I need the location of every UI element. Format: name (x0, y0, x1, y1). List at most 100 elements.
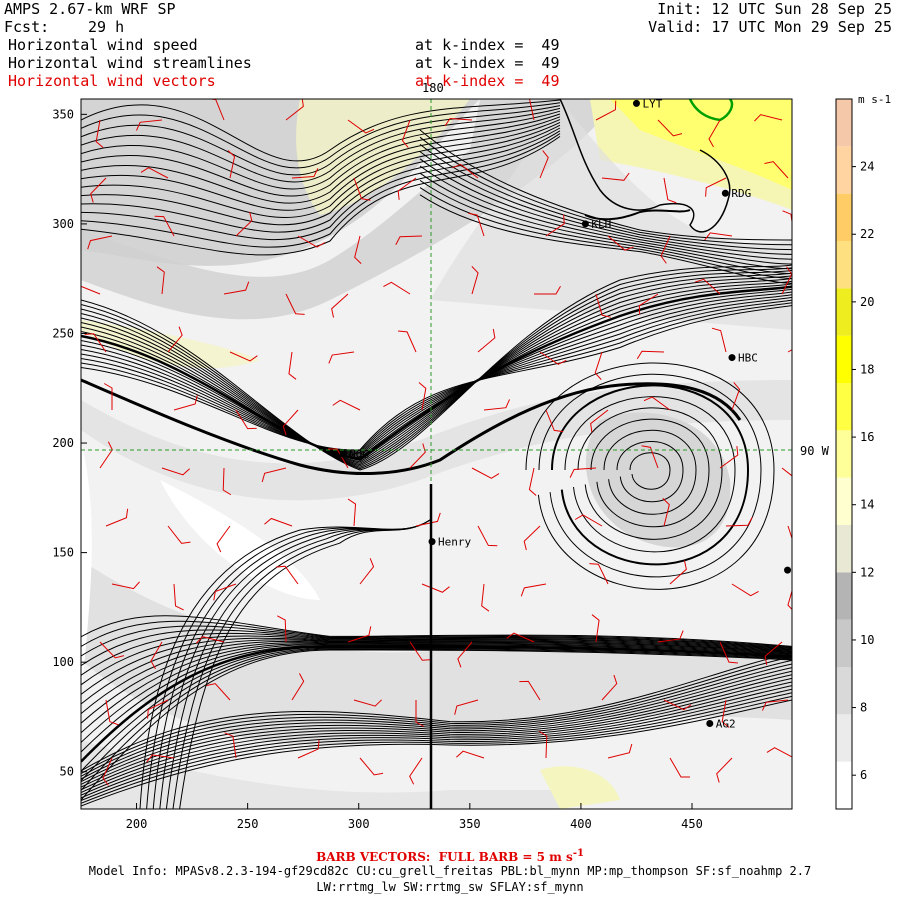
x-tick-label: 200 (126, 817, 148, 831)
streamline (81, 116, 561, 204)
colorbar-tick-label: 10 (860, 633, 874, 647)
wind-barb (569, 467, 597, 478)
colorbar-segment (836, 146, 852, 194)
wind-barb (643, 396, 671, 411)
wind-barb (409, 641, 432, 661)
colorbar-segment (836, 241, 852, 289)
streamline (419, 158, 792, 260)
streamline (564, 396, 736, 553)
colorbar-segment (836, 193, 852, 241)
y-tick-label: 50 (60, 765, 74, 779)
wind-barb (354, 235, 362, 264)
wind-barb (721, 699, 730, 728)
wind-barb (601, 172, 630, 181)
wind-barb (332, 399, 361, 411)
colorbar-tick-label: 12 (860, 565, 874, 579)
colorbar-tick-label: 14 (860, 498, 874, 512)
wind-barb (607, 743, 633, 759)
streamline (577, 407, 723, 540)
wind-barb (353, 699, 382, 707)
streamline (81, 124, 561, 226)
wind-barb (103, 383, 113, 410)
colorbar-segment (836, 761, 852, 809)
wind-barb (704, 232, 733, 241)
wind-barb (223, 281, 250, 295)
colorbar-tick-label: 8 (860, 701, 867, 715)
streamline (525, 362, 775, 590)
wind-barb (291, 168, 319, 179)
wind-barb (161, 467, 190, 476)
wind-barb (409, 443, 426, 469)
streamline (81, 107, 561, 183)
station-label: NOG (349, 448, 369, 461)
streamline (419, 136, 792, 246)
colorbar-segment (836, 572, 852, 620)
wind-barb (285, 293, 305, 315)
wind-barb (216, 525, 231, 553)
colorbar-segment (836, 714, 852, 762)
wind-barb (794, 404, 821, 411)
wind-barb (457, 641, 473, 668)
streamline (81, 635, 792, 686)
colorbar-tick-label: 16 (860, 430, 874, 444)
wind-barb (708, 119, 721, 148)
wind-barb (146, 754, 175, 763)
streamline (419, 129, 792, 241)
streamline (81, 278, 792, 464)
valid-time: Valid: 17 UTC Mon 29 Sep 25 (648, 18, 892, 36)
y-tick-label: 250 (52, 326, 74, 340)
x-axis: 200 250 300 350 400 450 (126, 803, 703, 831)
station-dot (706, 720, 714, 728)
streamline (81, 685, 792, 796)
wind-barb (264, 517, 293, 527)
wind-barb (456, 750, 485, 759)
colorbar-tick-label: 6 (860, 768, 867, 782)
streamline (81, 275, 792, 466)
wind-barb (206, 683, 231, 701)
wind-barb (196, 636, 225, 644)
colorbar-tick-label: 24 (860, 160, 874, 174)
wind-barb (754, 114, 783, 122)
streamline (590, 418, 710, 528)
wind-barb (347, 626, 372, 643)
streamline (419, 187, 792, 279)
wind-barb (657, 630, 684, 643)
wind-barb (213, 583, 237, 601)
barb-note-text: BARB VECTORS: FULL BARB = 5 m s (316, 850, 573, 864)
x-tick-label: 250 (237, 817, 259, 831)
wind-barb (99, 641, 125, 659)
wind-barb (454, 699, 479, 715)
wind-barb (731, 583, 759, 597)
station-dot (728, 354, 736, 362)
colorbar-tick-label: 18 (860, 362, 874, 376)
streamline (81, 667, 792, 783)
wind-barb (762, 699, 789, 711)
wind-barb (418, 382, 427, 411)
wind-barb (353, 177, 371, 201)
wind-barb (468, 212, 485, 237)
init-time: Init: 12 UTC Sun 28 Sep 25 (657, 0, 892, 18)
wind-barb (529, 99, 535, 121)
streamline (81, 692, 792, 802)
wind-barb (764, 161, 789, 179)
wind-barb (102, 757, 113, 786)
wind-barb (538, 730, 548, 759)
wind-barb (663, 699, 692, 711)
meridian-label: 180 (422, 81, 444, 95)
wind-barb (331, 293, 349, 318)
wind-barb (359, 558, 375, 585)
wind-barb (207, 99, 225, 121)
y-tick-label: 100 (52, 655, 74, 669)
station-label: RDG (731, 187, 751, 200)
streamline (81, 637, 792, 695)
map-title: AMPS 2.67-km WRF SP (4, 0, 176, 18)
station-label: KLH (591, 218, 611, 231)
colorbar-segment (836, 288, 852, 336)
colorbar-segment (836, 335, 852, 383)
wind-barb (95, 119, 104, 148)
wind-barb (601, 674, 618, 701)
field-1-name: Horizontal wind speed (8, 36, 198, 54)
wind-barb (84, 333, 107, 353)
wind-barb (282, 409, 299, 436)
streamline (81, 269, 792, 468)
